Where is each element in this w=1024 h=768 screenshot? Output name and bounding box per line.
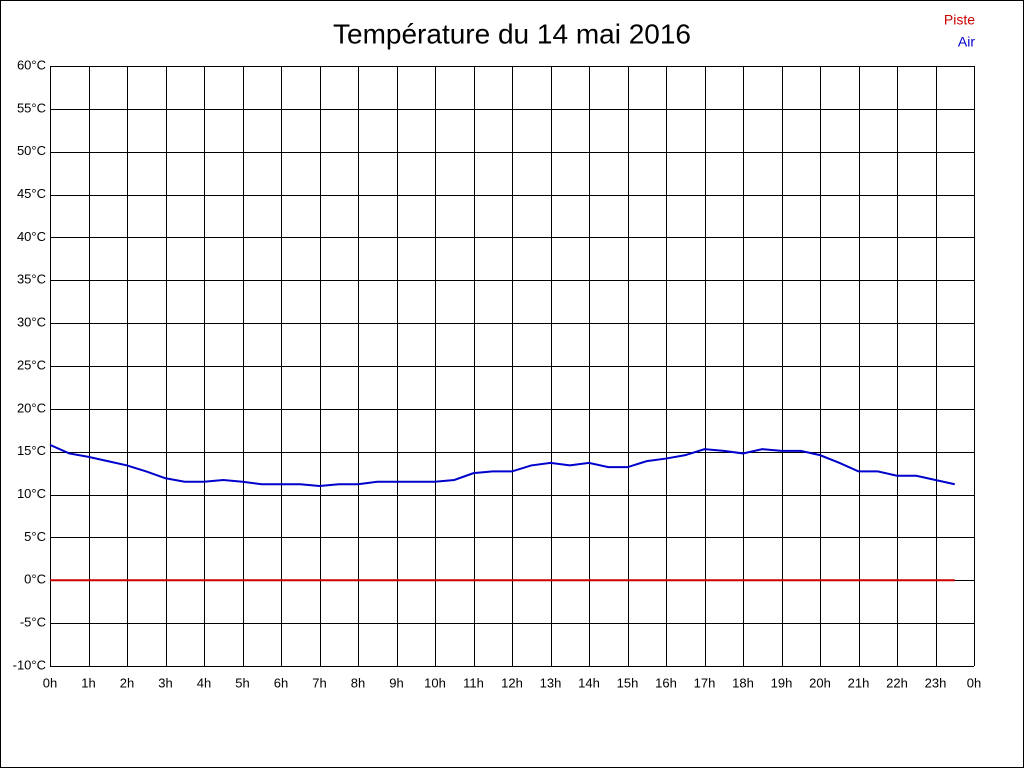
x-tick-label: 22h xyxy=(886,675,908,690)
y-tick-label: 60°C xyxy=(17,57,46,72)
y-tick-label: 0°C xyxy=(24,572,46,587)
chart-title: Température du 14 mai 2016 xyxy=(333,18,691,49)
y-tick-label: 55°C xyxy=(17,100,46,115)
x-tick-label: 2h xyxy=(120,675,134,690)
y-tick-label: 5°C xyxy=(24,529,46,544)
legend-entry: Piste xyxy=(944,12,975,28)
y-tick-label: 25°C xyxy=(17,357,46,372)
y-tick-label: 35°C xyxy=(17,272,46,287)
y-tick-label: 30°C xyxy=(17,315,46,330)
x-tick-label: 1h xyxy=(81,675,95,690)
x-tick-label: 7h xyxy=(312,675,326,690)
x-tick-label: 3h xyxy=(158,675,172,690)
x-tick-label: 17h xyxy=(694,675,716,690)
y-tick-label: 15°C xyxy=(17,443,46,458)
x-tick-label: 13h xyxy=(540,675,562,690)
x-tick-label: 8h xyxy=(351,675,365,690)
y-tick-label: -5°C xyxy=(20,615,46,630)
x-tick-label: 9h xyxy=(389,675,403,690)
y-tick-label: 10°C xyxy=(17,486,46,501)
legend-entry: Air xyxy=(958,34,975,50)
x-tick-label: 5h xyxy=(235,675,249,690)
series-line xyxy=(49,443,955,488)
x-tick-label: 16h xyxy=(655,675,677,690)
y-tick-label: 45°C xyxy=(17,186,46,201)
x-tick-label: 14h xyxy=(578,675,600,690)
x-tick-label: 0h xyxy=(967,675,981,690)
x-tick-label: 21h xyxy=(848,675,870,690)
x-tick-label: 0h xyxy=(43,675,57,690)
y-tick-label: 50°C xyxy=(17,143,46,158)
x-tick-label: 20h xyxy=(809,675,831,690)
y-tick-label: 20°C xyxy=(17,400,46,415)
x-tick-label: 10h xyxy=(424,675,446,690)
y-tick-label: 40°C xyxy=(17,229,46,244)
x-tick-label: 4h xyxy=(197,675,211,690)
x-tick-label: 6h xyxy=(274,675,288,690)
x-tick-label: 11h xyxy=(463,675,484,690)
x-tick-label: 19h xyxy=(771,675,793,690)
x-tick-label: 12h xyxy=(501,675,523,690)
x-tick-label: 18h xyxy=(732,675,754,690)
x-tick-label: 15h xyxy=(617,675,639,690)
x-tick-label: 23h xyxy=(925,675,947,690)
y-tick-label: -10°C xyxy=(13,657,46,672)
